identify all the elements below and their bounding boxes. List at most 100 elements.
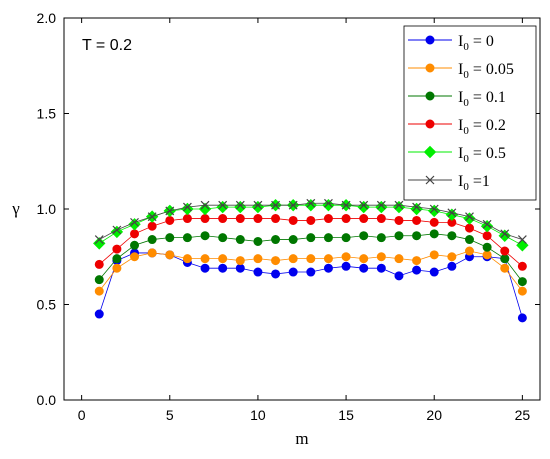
data-point [324,198,333,208]
data-point [288,200,298,210]
data-point [412,215,422,225]
data-point [235,263,245,273]
data-point [517,286,527,296]
series-4 [93,198,529,252]
data-point [394,215,404,225]
data-point [182,214,192,224]
data-point [304,198,318,212]
data-point [147,212,157,222]
data-point [464,235,474,245]
data-point [482,219,492,229]
legend-label-sub: 0 [463,125,469,137]
data-point [147,235,157,245]
y-axis: 0.0 0.5 1.0 1.5 2.0 [37,10,540,408]
legend-label: I0 =1 [458,173,490,193]
data-point [234,200,247,214]
data-point [218,263,228,273]
data-point [428,204,441,218]
data-point [253,200,263,210]
chart-annotation: T = 0.2 [82,37,132,54]
data-point [200,231,210,241]
series-3 [94,214,527,271]
data-point [323,233,333,243]
data-point [412,265,422,275]
data-point [165,233,175,243]
data-point [182,254,192,264]
data-point [253,214,263,224]
data-point [253,236,263,246]
data-point [235,200,245,210]
y-tick-label: 1.5 [37,106,57,122]
data-point [93,237,106,250]
data-point [271,200,280,210]
y-axis-label: γ [11,199,20,218]
data-point [482,250,492,260]
data-point [429,267,439,277]
data-point [182,233,192,243]
data-point [235,214,245,224]
data-point [517,235,527,244]
data-point [181,202,194,216]
data-point [464,223,474,233]
data-point [165,206,175,216]
legend-item: I0 = 0.2 [408,117,506,137]
data-point [147,221,157,231]
legend-label-sub: 0 [463,153,469,165]
legend-label-value: = 0 [469,33,494,50]
data-point [376,200,386,210]
legend-marker [425,91,435,101]
data-point [376,263,386,273]
data-point [218,200,228,210]
x-tick-label: 5 [166,407,174,423]
series-layer [93,198,529,323]
data-point [394,200,404,210]
data-point [218,233,228,243]
legend-label-sub: 0 [463,181,469,193]
data-point [94,259,104,269]
data-point [500,254,510,264]
legend-marker [425,119,435,129]
data-point [376,252,386,262]
data-point [359,214,369,224]
data-point [322,198,335,212]
data-point [516,239,529,252]
data-point [500,246,510,256]
x-axis-label: m [295,429,308,448]
data-point [429,217,439,227]
data-point [216,200,229,214]
data-point [445,208,459,221]
legend-marker [423,145,437,159]
data-point [200,263,210,273]
data-point [165,250,175,260]
y-tick-label: 2.0 [37,10,57,26]
legend-label-main: I [458,117,463,134]
legend-label-value: = 0.05 [469,61,514,78]
data-point [288,235,298,245]
legend-label-main: I [458,145,463,162]
data-point [447,208,457,218]
data-point [500,263,510,273]
data-point [323,214,333,224]
data-point [341,252,351,262]
legend-box [403,25,537,201]
legend-label-sub: 0 [463,97,469,109]
data-point [288,267,298,277]
data-point [306,198,316,208]
data-point [112,244,122,254]
data-point [341,200,351,210]
data-point [112,263,122,273]
legend-item: I0 = 0.05 [408,61,514,81]
data-point [271,214,281,224]
x-tick-label: 20 [426,407,442,423]
data-point [429,229,439,239]
data-point [235,256,245,266]
data-point [94,275,104,285]
y-tick-label: 1.0 [37,201,57,217]
data-point [288,215,298,225]
data-point [359,231,369,241]
data-point [271,269,281,279]
data-point [465,212,474,222]
data-point [517,261,527,271]
